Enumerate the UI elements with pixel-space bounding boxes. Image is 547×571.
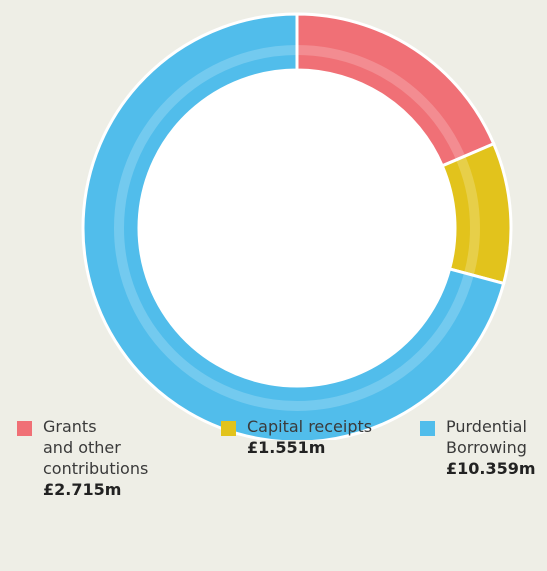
legend-swatch <box>221 421 236 436</box>
donut-chart <box>81 12 513 440</box>
value-label: £10.359m <box>446 459 536 478</box>
inner-highlight <box>114 45 480 411</box>
legend-swatch <box>17 421 32 436</box>
donut-hole <box>139 70 455 386</box>
legend-label: Purdential Borrowing <box>446 417 527 457</box>
legend-swatch <box>420 421 435 436</box>
legend-item: Grants and other contributions £2.715m <box>17 416 148 500</box>
legend-label: Capital receipts <box>247 417 373 436</box>
legend-label: Grants and other contributions <box>43 417 149 478</box>
value-label: £2.715m <box>43 480 122 499</box>
legend-item: Purdential Borrowing £10.359m <box>420 416 536 479</box>
legend-item: Capital receipts £1.551m <box>221 416 372 458</box>
value-label: £1.551m <box>247 438 326 457</box>
